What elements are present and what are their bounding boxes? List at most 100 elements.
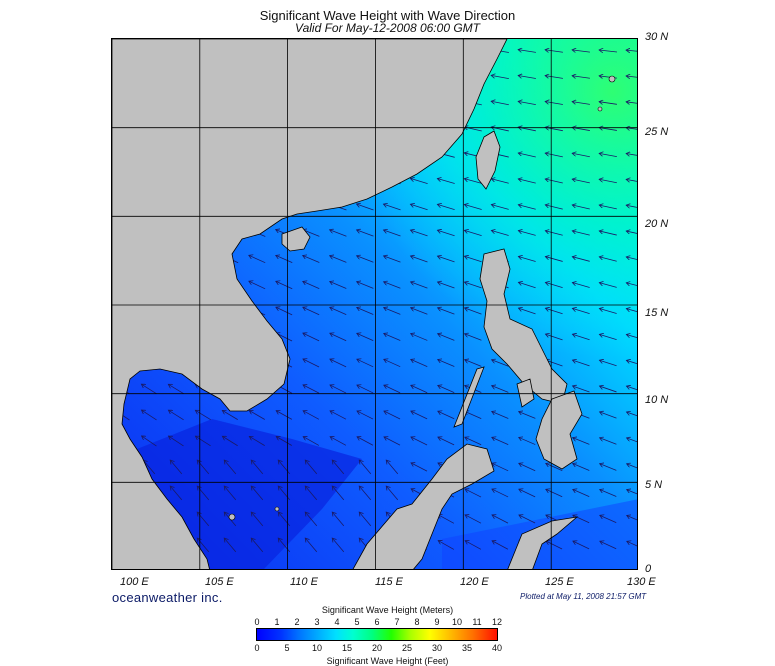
wave-arrow — [599, 386, 617, 393]
wave-arrow — [438, 515, 455, 524]
wave-arrow — [411, 385, 428, 394]
wave-arrow — [411, 437, 428, 446]
wave-arrow — [357, 256, 374, 263]
wave-arrow — [599, 102, 617, 105]
wave-arrow — [572, 153, 590, 158]
wave-arrow — [627, 464, 637, 469]
wave-arrow — [384, 333, 401, 341]
wave-arrow — [224, 538, 237, 553]
wave-arrow — [492, 360, 509, 367]
wave-arrow — [464, 205, 482, 210]
lat-label-20n: 20 N — [645, 218, 669, 230]
wave-arrow — [332, 512, 345, 527]
wave-arrow — [330, 230, 347, 237]
wave-arrow — [276, 255, 293, 263]
wave-arrow — [545, 334, 563, 341]
wave-arrow — [573, 541, 590, 550]
wave-arrow — [573, 438, 590, 445]
wave-arrow — [249, 436, 265, 446]
wave-arrow — [411, 359, 428, 367]
wave-arrow — [600, 412, 617, 419]
wave-arrow — [626, 50, 637, 52]
wave-arrow — [359, 460, 372, 475]
wave-arrow — [438, 308, 455, 315]
wave-arrow — [545, 308, 563, 315]
colorbar-meters-tick: 4 — [334, 617, 340, 627]
land-hainan — [281, 226, 311, 252]
wave-arrow — [438, 541, 455, 550]
wave-arrow — [170, 486, 183, 501]
wave-arrow — [599, 153, 617, 157]
colorbar-title-feet: Significant Wave Height (Feet) — [326, 656, 449, 666]
wave-arrow — [411, 308, 428, 315]
wave-arrow — [330, 333, 347, 342]
wave-arrow — [330, 385, 347, 394]
plotted-timestamp: Plotted at May 11, 2008 21:57 GMT — [520, 592, 647, 601]
wave-arrow — [573, 464, 590, 471]
wave-arrow — [518, 50, 536, 53]
wave-arrow — [600, 515, 617, 524]
wave-arrow — [545, 205, 563, 210]
wave-arrow — [572, 231, 590, 236]
wave-arrow — [251, 460, 264, 475]
wave-arrow — [357, 385, 374, 394]
wave-arrow — [357, 307, 374, 315]
wave-arrow — [411, 256, 428, 263]
wave-arrow — [518, 75, 536, 79]
land-borneo — [352, 443, 495, 569]
wave-arrow — [305, 460, 318, 475]
wave-arrow — [492, 386, 509, 393]
wave-arrow — [197, 460, 210, 475]
wave-arrow — [599, 309, 617, 314]
wave-arrow — [599, 283, 617, 288]
wave-arrow — [249, 410, 265, 420]
wave-arrow — [386, 460, 399, 475]
wave-arrow — [626, 334, 637, 339]
wave-arrow — [627, 438, 637, 443]
lat-label-25n: 25 N — [645, 126, 669, 138]
wave-arrow — [572, 360, 590, 367]
wave-arrow — [519, 489, 536, 498]
wave-arrow — [465, 541, 482, 550]
wave-arrow — [384, 359, 401, 368]
wave-arrow — [222, 436, 238, 447]
wave-arrow — [491, 230, 509, 236]
wave-arrow — [384, 282, 401, 289]
wave-arrow — [330, 411, 347, 420]
wave-arrow — [519, 463, 536, 472]
colorbar-feet-tick: 30 — [431, 643, 443, 653]
wave-arrow — [626, 309, 637, 314]
wave-arrow — [465, 437, 482, 446]
wave-arrow — [305, 512, 318, 527]
wave-arrow — [627, 412, 637, 417]
wave-arrow — [627, 490, 637, 495]
wave-arrow — [251, 486, 264, 501]
wave-arrow — [251, 538, 264, 553]
wave-arrow — [249, 255, 266, 264]
wave-arrow — [303, 256, 320, 263]
wave-arrow — [572, 308, 590, 314]
colorbar-meters-tick: 6 — [374, 617, 380, 627]
colorbar-meters-tick: 0 — [254, 617, 260, 627]
wave-arrow — [330, 256, 347, 263]
wave-arrow — [332, 486, 345, 501]
colorbar-feet-tick: 25 — [401, 643, 413, 653]
wave-arrow — [600, 541, 617, 550]
wave-arrow — [546, 463, 563, 471]
lon-label-110e: 110 E — [290, 576, 318, 588]
wave-arrow — [626, 154, 637, 157]
land-taiwan — [475, 130, 501, 190]
wave-arrow — [545, 153, 563, 158]
wave-arrow — [519, 515, 536, 524]
wave-arrow — [142, 436, 157, 447]
wave-arrow — [224, 486, 237, 501]
wave-arrow — [276, 436, 292, 446]
wave-arrow — [437, 256, 455, 263]
wave-arrow — [492, 437, 509, 446]
wave-arrow — [518, 179, 536, 184]
wave-arrow — [518, 308, 536, 315]
wave-map[interactable] — [111, 38, 638, 570]
wave-arrow — [546, 489, 563, 498]
wave-arrow — [410, 230, 428, 237]
wave-arrow — [303, 437, 320, 446]
